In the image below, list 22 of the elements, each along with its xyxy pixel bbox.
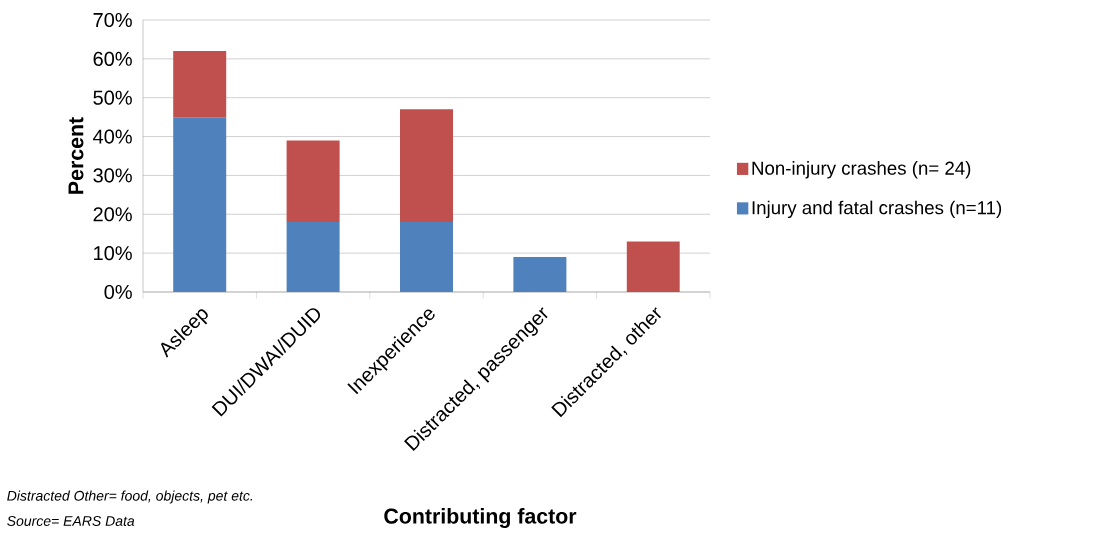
legend-label: Non-injury crashes (n= 24) <box>752 161 971 179</box>
y-tick-label: 10% <box>94 246 132 261</box>
bar <box>400 222 454 292</box>
y-axis-title: Percent <box>68 117 84 194</box>
text: Distracted Other= food, objects, pet etc. <box>7 490 253 504</box>
y-tick-label: 30% <box>93 168 132 183</box>
y-tick-label: 20% <box>93 207 132 222</box>
source-note: Source= EARS Data <box>7 516 135 526</box>
y-tick-label: 40% <box>93 129 132 144</box>
y-tick-label: 50% <box>93 90 132 105</box>
x-axis-title: Contributing factor <box>384 508 577 528</box>
bar <box>286 222 340 292</box>
bar <box>513 257 567 292</box>
bar <box>400 109 454 223</box>
y-tick-label: 0% <box>104 284 132 300</box>
bar <box>286 140 340 223</box>
bar <box>173 117 227 292</box>
y-tick-label: 60% <box>93 51 132 66</box>
bar <box>173 51 227 118</box>
y-tick-label: 70% <box>93 12 132 28</box>
bar <box>626 241 680 292</box>
legend-label: Injury and fatal crashes (n=11) <box>752 200 1002 219</box>
